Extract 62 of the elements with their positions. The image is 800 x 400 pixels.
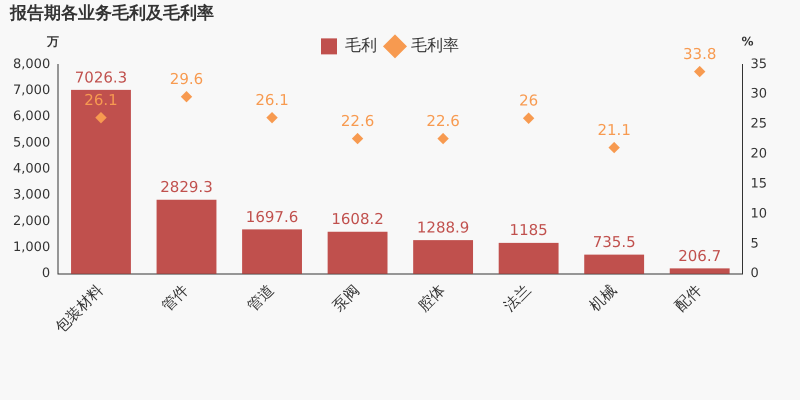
- legend-label: 毛利率: [411, 36, 459, 55]
- point: [95, 112, 106, 124]
- bar: [670, 268, 730, 274]
- data-label: 1608.2: [331, 210, 384, 228]
- data-label: 2829.3: [160, 178, 213, 196]
- x-tick-label: 腔体: [414, 281, 449, 315]
- point: [266, 112, 278, 124]
- point: [694, 66, 706, 78]
- legend-label: 毛利: [345, 36, 377, 55]
- data-label: 1288.9: [416, 218, 470, 236]
- bar: [498, 242, 559, 274]
- y2-axis-title: %: [741, 34, 754, 49]
- y2-tick-label: 15: [750, 176, 768, 192]
- data-label: 26.1: [84, 91, 118, 110]
- y-axis-title: 万: [46, 34, 60, 49]
- data-label: 29.6: [170, 70, 204, 88]
- x-tick-label: 包装材料: [51, 281, 107, 336]
- y-tick-label: 5,000: [13, 135, 50, 150]
- data-label: 206.7: [678, 246, 722, 265]
- data-label: 22.6: [340, 112, 374, 130]
- y-tick-label: 4,000: [13, 162, 50, 176]
- x-tick-label: 机械: [586, 281, 620, 315]
- y-tick-label: 0: [42, 266, 50, 282]
- data-label: 1697.6: [246, 208, 298, 226]
- y2-tick-label: 20: [750, 146, 768, 162]
- point: [523, 112, 534, 124]
- point: [438, 133, 449, 144]
- point: [181, 91, 192, 102]
- bar: [413, 240, 474, 274]
- y2-tick-label: 25: [750, 116, 768, 132]
- y-tick-label: 2,000: [13, 214, 50, 229]
- data-label: 7026.3: [74, 68, 128, 86]
- y-tick-label: 6,000: [13, 109, 50, 124]
- point: [608, 142, 620, 154]
- y2-tick-label: 30: [750, 86, 768, 102]
- chart-title: 报告期各业务毛利及毛利率: [9, 4, 214, 24]
- y-tick-label: 7,000: [13, 82, 50, 98]
- data-label: 22.6: [426, 112, 460, 130]
- data-label: 26.1: [255, 91, 289, 110]
- y2-tick-label: 0: [750, 266, 759, 282]
- data-label: 735.5: [592, 232, 636, 251]
- data-label: 1185: [510, 221, 548, 240]
- x-tick-label: 管道: [244, 281, 278, 315]
- x-tick-label: 泵阀: [329, 281, 364, 315]
- bar: [71, 90, 131, 274]
- bar: [156, 200, 216, 274]
- bar: [328, 232, 388, 274]
- point: [352, 133, 364, 144]
- y-tick-label: 8,000: [13, 56, 50, 72]
- x-tick-label: 管件: [158, 281, 192, 315]
- data-label: 21.1: [597, 120, 631, 139]
- y2-tick-label: 10: [750, 206, 768, 222]
- data-label: 33.8: [682, 44, 716, 63]
- bar: [242, 229, 302, 274]
- y-tick-label: 1,000: [13, 240, 50, 256]
- bar: [584, 254, 644, 274]
- y2-tick-label: 5: [750, 236, 759, 252]
- x-tick-label: 配件: [671, 281, 706, 315]
- data-label: 26: [519, 92, 538, 110]
- x-tick-label: 法兰: [500, 281, 534, 315]
- y-tick-label: 3,000: [13, 188, 50, 203]
- y2-tick-label: 35: [750, 56, 768, 72]
